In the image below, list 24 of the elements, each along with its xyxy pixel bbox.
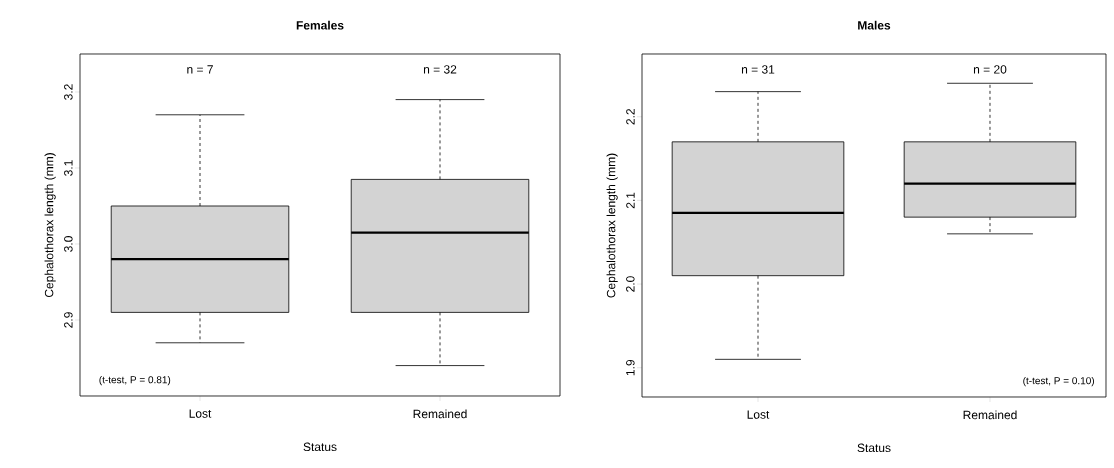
y-tick-label: 2.9 — [64, 312, 73, 328]
annotation: (t-test, P = 0.81) — [99, 375, 171, 386]
annotation: n = 7 — [187, 65, 213, 74]
x-tick-label: Lost — [747, 410, 770, 419]
annotation: n = 31 — [741, 65, 775, 74]
chart-title: Females — [296, 20, 344, 30]
y-tick-label: 1.9 — [626, 359, 635, 376]
y-tick-label: 3.1 — [64, 160, 73, 176]
chart-title: Males — [858, 20, 891, 30]
y-tick-label: 3.2 — [64, 84, 73, 100]
y-tick-label: 2.1 — [626, 192, 635, 209]
annotation: (t-test, P = 0.10) — [1023, 376, 1095, 387]
x-tick-label: Remained — [963, 410, 1017, 420]
x-axis-title: Status — [303, 442, 337, 452]
annotation: n = 20 — [973, 65, 1007, 74]
x-tick-label: Lost — [189, 409, 212, 418]
y-tick-label: 2.2 — [626, 109, 635, 125]
x-axis-title: Status — [857, 443, 891, 453]
x-tick-label: Remained — [413, 409, 467, 419]
y-tick-label: 2.0 — [626, 276, 635, 292]
y-axis-title: Cephalothorax length (mm) — [606, 153, 618, 298]
y-tick-label: 3.0 — [64, 236, 73, 252]
annotation: n = 32 — [423, 65, 457, 74]
y-axis-title: Cephalothorax length (mm) — [44, 153, 56, 298]
